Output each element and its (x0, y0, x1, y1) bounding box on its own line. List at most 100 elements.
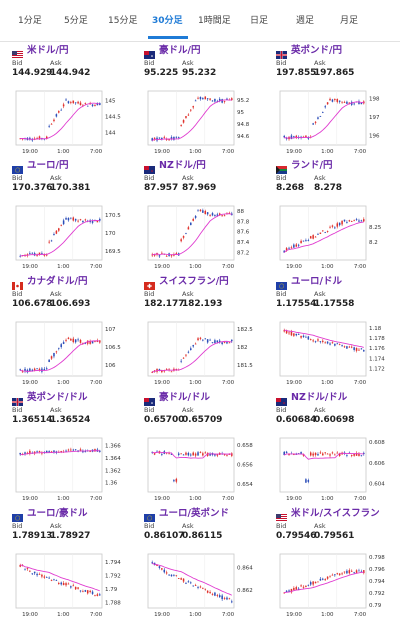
candle-body (70, 586, 72, 588)
candle-body (24, 452, 26, 454)
candle-body (307, 240, 310, 241)
tab-6[interactable]: 週足 (296, 16, 315, 26)
pair-name[interactable]: 豪ドル/円 (159, 45, 201, 56)
candle-body (72, 338, 75, 343)
card-header[interactable]: 豪ドル/ドル (144, 389, 262, 406)
candle-body (204, 588, 207, 590)
candle-body (228, 212, 231, 214)
pair-name[interactable]: 英ポンド/円 (291, 45, 342, 56)
x-tick-label: 19:00 (286, 496, 302, 502)
rate-card[interactable]: カナダドル/円 Bid Ask 106.678 106.693 107 106.5 106 19… (10, 273, 130, 391)
card-header[interactable]: ユーロ/英ポンド (144, 505, 262, 522)
candle-body (317, 339, 319, 341)
pair-name[interactable]: ランド/円 (291, 160, 333, 171)
candle-body (60, 224, 62, 226)
rate-card[interactable]: スイスフラン/円 Bid Ask 182.177 182.193 182.5 182 181.… (142, 273, 262, 391)
candle-body (99, 103, 101, 106)
pair-name[interactable]: ユーロ/豪ドル (27, 508, 88, 519)
tab-7[interactable]: 月足 (340, 16, 359, 26)
card-header[interactable]: ランド/円 (276, 157, 394, 174)
y-tick-label: 198 (369, 96, 380, 102)
rate-card[interactable]: 米ドル/円 Bid Ask 144.929 144.942 145 144.5 144 19:0… (10, 42, 130, 160)
candle-body (151, 138, 153, 141)
candle-body (322, 340, 324, 342)
x-tick-label: 1:00 (57, 264, 70, 270)
pair-name[interactable]: スイスフラン/円 (159, 276, 229, 287)
candle-body (175, 253, 178, 255)
card-header[interactable]: 米ドル/円 (12, 42, 130, 59)
moving-average-line (284, 571, 364, 593)
candle-body (187, 452, 190, 456)
card-header[interactable]: 米ドル/スイスフラン (276, 505, 394, 522)
card-header[interactable]: ユーロ/円 (12, 157, 130, 174)
pair-name[interactable]: カナダドル/円 (27, 276, 88, 287)
candle-body (221, 342, 223, 345)
tab-2[interactable]: 15分足 (108, 16, 138, 26)
candle-body (300, 335, 302, 338)
tab-5[interactable]: 日足 (250, 16, 269, 26)
candle-body (350, 454, 353, 456)
candle-body (355, 347, 358, 351)
rate-card[interactable]: ユーロ/豪ドル Bid Ask 1.78913 1.78927 1.794 1.792 1.7… (10, 505, 130, 620)
x-tick-label: 7:00 (90, 496, 103, 502)
candle-body (353, 572, 355, 574)
pair-name[interactable]: 英ポンド/ドル (27, 392, 88, 403)
pair-name[interactable]: ユーロ/ドル (291, 276, 342, 287)
candle-body (177, 136, 180, 138)
candle-body (355, 570, 358, 573)
card-header[interactable]: NZドル/円 (144, 157, 262, 174)
card-header[interactable]: 英ポンド/円 (276, 42, 394, 59)
tab-1[interactable]: 5分足 (64, 16, 88, 26)
pair-name[interactable]: 豪ドル/ドル (159, 392, 210, 403)
card-header[interactable]: NZドル/ドル (276, 389, 394, 406)
candle-body (211, 593, 214, 595)
candle-body (153, 453, 156, 455)
pair-name[interactable]: NZドル/ドル (291, 392, 348, 403)
tab-3[interactable]: 30分足 (152, 16, 183, 26)
rate-card[interactable]: ユーロ/円 Bid Ask 170.376 170.381 170.5 170 169.5 19… (10, 157, 130, 275)
candle-body (84, 590, 87, 592)
rate-card[interactable]: ランド/円 Bid Ask 8.268 8.278 8.25 8.2 19:00 1:00 7:0… (274, 157, 394, 275)
candle-body (209, 98, 211, 100)
candle-body (231, 213, 233, 216)
rate-card[interactable]: 英ポンド/円 Bid Ask 197.855 197.865 198 197 196 19:00… (274, 42, 394, 160)
pair-name[interactable]: 米ドル/円 (27, 45, 69, 56)
card-header[interactable]: ユーロ/ドル (276, 273, 394, 290)
card-header[interactable]: スイスフラン/円 (144, 273, 262, 290)
candle-body (67, 101, 70, 104)
pair-name[interactable]: 米ドル/スイスフラン (291, 508, 380, 519)
pair-name[interactable]: ユーロ/英ポンド (159, 508, 229, 519)
pair-name[interactable]: NZドル/円 (159, 160, 206, 171)
candle-body (288, 332, 290, 334)
candle-body (91, 220, 94, 223)
rate-card[interactable]: NZドル/円 Bid Ask 87.957 87.969 88 87.8 87.6 87.4 87… (142, 157, 262, 275)
x-tick-label: 19:00 (154, 496, 170, 502)
candle-body (170, 255, 173, 257)
card-header[interactable]: カナダドル/円 (12, 273, 130, 290)
ask-value: 0.86115 (182, 531, 223, 541)
candle-body (19, 565, 21, 567)
rate-card[interactable]: NZドル/ドル Bid Ask 0.60684 0.60698 0.608 0.606 0.6… (274, 389, 394, 507)
rate-card[interactable]: 豪ドル/ドル Bid Ask 0.65700 0.65709 0.658 0.656 0.65… (142, 389, 262, 507)
plot-area (147, 205, 235, 261)
card-header[interactable]: ユーロ/豪ドル (12, 505, 130, 522)
y-tick-label: 0.794 (369, 579, 385, 585)
rate-card[interactable]: ユーロ/英ポンド Bid Ask 0.86107 0.86115 0.864 0.862 19… (142, 505, 262, 620)
y-tick-label: 1.36 (105, 481, 118, 487)
candle-body (190, 582, 192, 584)
ask-value: 0.65709 (182, 415, 223, 425)
rate-card[interactable]: 英ポンド/ドル Bid Ask 1.36514 1.36524 1.366 1.364 1.3… (10, 389, 130, 507)
candle-body (223, 215, 226, 217)
rate-card[interactable]: ユーロ/ドル Bid Ask 1.17554 1.17558 1.18 1.178 1.176… (274, 273, 394, 391)
card-header[interactable]: 豪ドル/円 (144, 42, 262, 59)
card-header[interactable]: 英ポンド/ドル (12, 389, 130, 406)
tab-0[interactable]: 1分足 (18, 16, 42, 26)
pair-name[interactable]: ユーロ/円 (27, 160, 69, 171)
candle-body (197, 452, 199, 456)
rate-card[interactable]: 豪ドル/円 Bid Ask 95.225 95.232 95.2 95 94.8 94.6 19:… (142, 42, 262, 160)
tab-4[interactable]: 1時間足 (198, 16, 231, 26)
ask-value: 106.693 (50, 299, 91, 309)
candle-body (312, 123, 314, 125)
rate-card[interactable]: 米ドル/スイスフラン Bid Ask 0.79546 0.79561 0.798 0.796… (274, 505, 394, 620)
candle-body (79, 449, 82, 451)
